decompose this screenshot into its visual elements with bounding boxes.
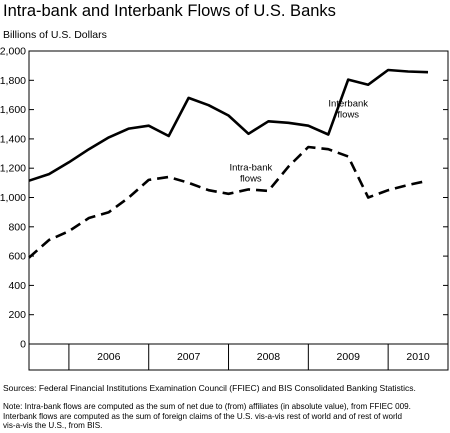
x-tick-label: 2010 [406,351,430,363]
note-line: Note: Intra-bank flows are computed as t… [3,402,411,411]
x-tick-label: 2007 [177,351,201,363]
source-note: Sources: Federal Financial Institutions … [3,383,416,393]
methodology-note: Note: Intra-bank flows are computed as t… [3,402,449,431]
y-tick-label: 1,600 [0,104,26,116]
y-tick-label: 200 [8,309,26,321]
x-tick-label: 2008 [257,351,281,363]
y-tick-label: 400 [8,280,26,292]
intra-bank-series-label: Intra-bank flows [229,162,272,184]
interbank-flows-line [28,68,429,182]
y-tick-label: 1,200 [0,163,26,175]
y-tick-label: 2,000 [0,46,26,58]
y-tick-label: 800 [8,221,26,233]
y-tick-label: 1,400 [0,133,26,145]
note-line: Interbank flows are computed as the sum … [3,411,403,421]
y-tick-label: 0 [20,339,26,351]
plot-frame [28,50,449,371]
y-tick-label: 1,000 [0,192,26,204]
intra-bank-flows-line [28,145,429,259]
y-tick-label: 600 [8,251,26,263]
chart-title: Intra-bank and Interbank Flows of U.S. B… [3,2,336,20]
y-axis-label: Billions of U.S. Dollars [3,29,107,41]
x-tick-label: 2006 [97,351,121,363]
line-chart: 0 200 400 600 800 1,000 1,200 1,400 1,600 1,800 2,… [0,46,449,371]
interbank-series-label: Interbank flows [328,99,368,121]
x-tick-label: 2009 [337,351,361,363]
y-tick-label: 1,800 [0,75,26,87]
note-line: vis-a-vis the U.S., from BIS. [3,421,103,431]
